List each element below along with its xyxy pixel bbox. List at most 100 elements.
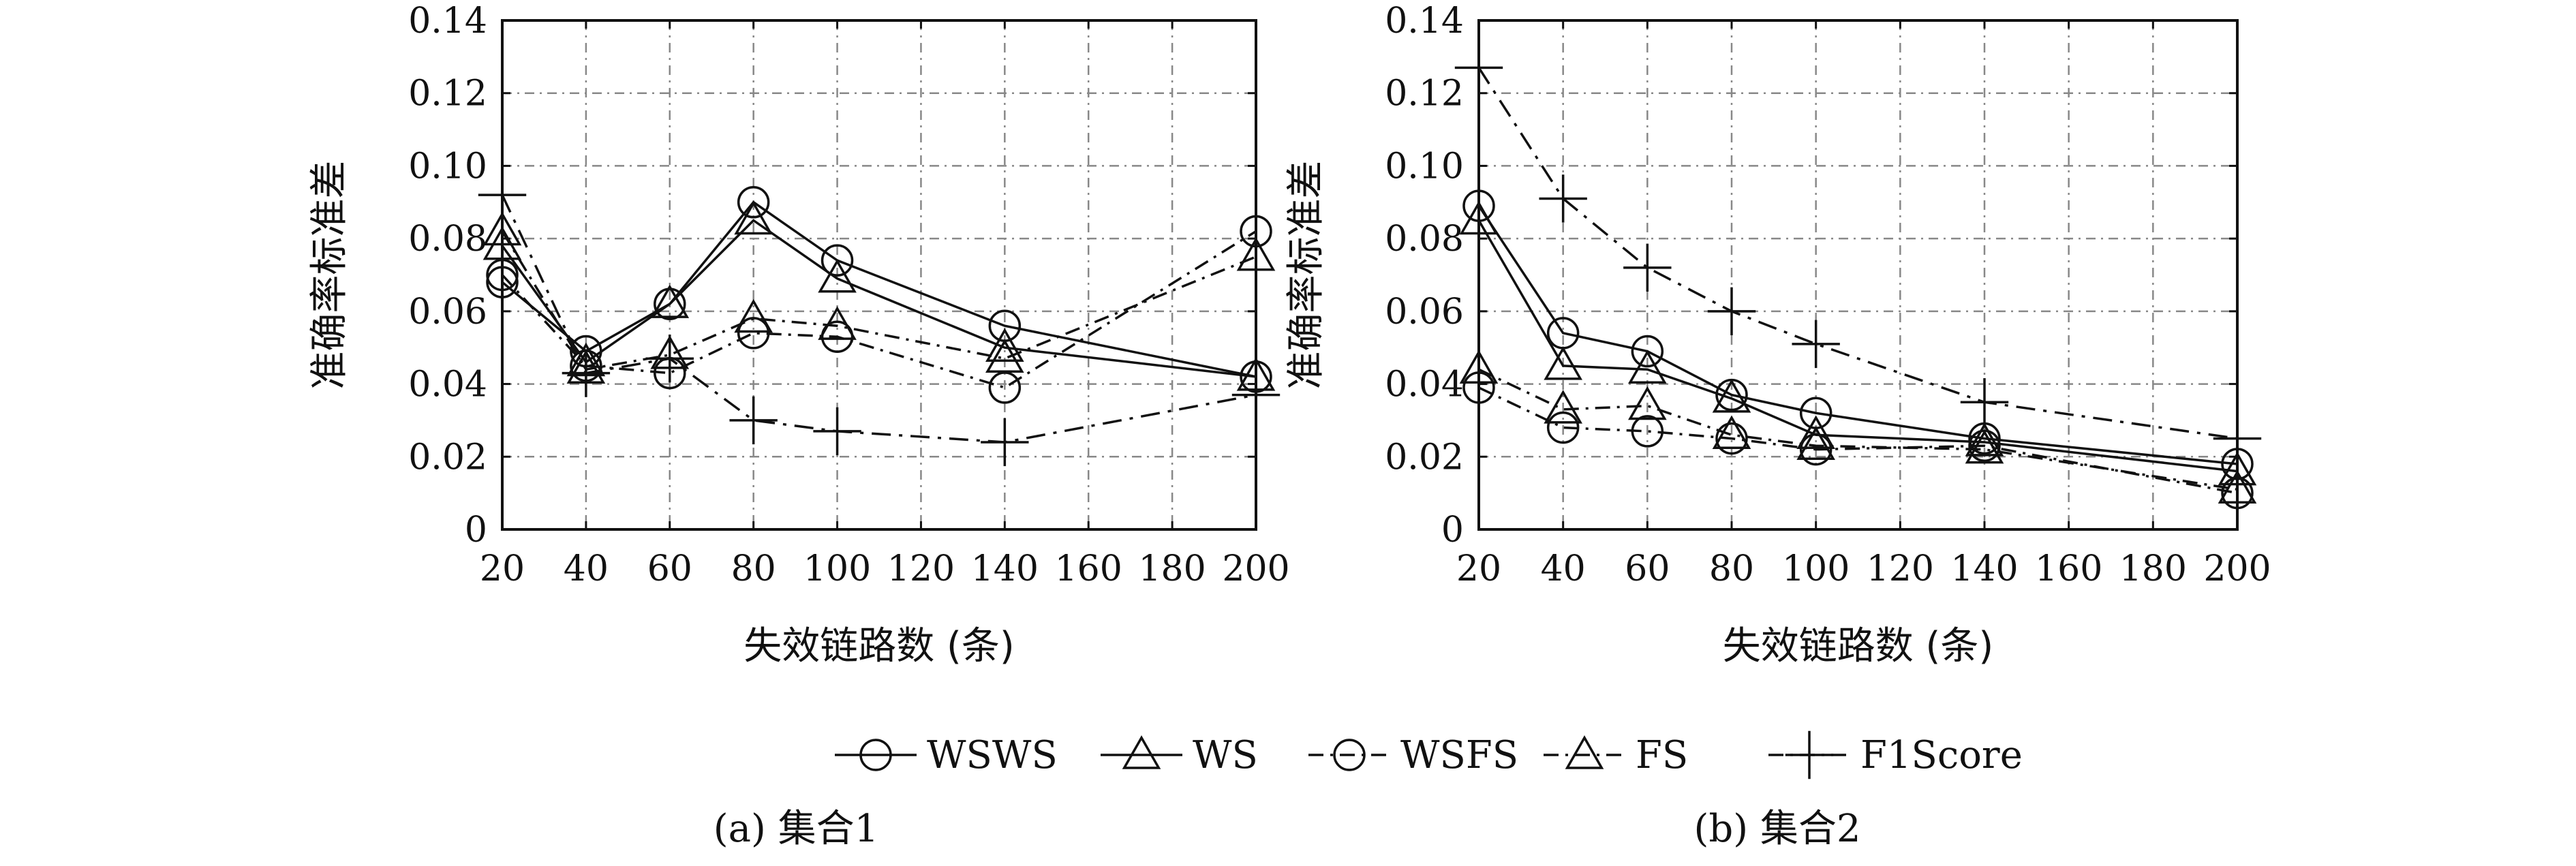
point-wsfs <box>486 258 519 292</box>
y-tick-label: 0.14 <box>408 1 487 42</box>
point-f1score <box>1707 287 1756 336</box>
point-fs <box>1459 350 1499 384</box>
point-wsws <box>1631 335 1664 368</box>
x-tick-label: 100 <box>1782 548 1850 589</box>
x-axis-label: 失效链路数 (条) <box>743 624 1015 668</box>
legend-marker-wsws <box>859 739 892 771</box>
plot-frame <box>1477 19 2239 531</box>
series-line-fs <box>1478 368 2238 491</box>
point-wsfs <box>1546 411 1580 444</box>
y-tick-label: 0.14 <box>1385 1 1464 42</box>
x-tick-label: 20 <box>480 548 525 589</box>
point-wsfs <box>1799 433 1833 466</box>
point-f1score <box>981 418 1029 467</box>
point-ws <box>734 200 773 235</box>
x-tick-label: 200 <box>2203 548 2271 589</box>
y-tick-label: 0 <box>465 510 487 551</box>
point-ws <box>650 284 690 318</box>
x-tick-label: 60 <box>1625 548 1670 589</box>
x-tick-label: 120 <box>1867 548 1934 589</box>
point-fs <box>1796 426 1835 461</box>
point-ws <box>1544 346 1582 380</box>
point-fs <box>1965 429 2004 464</box>
legend-label-f1score: F1Score <box>1860 733 2023 777</box>
x-tick-label: 20 <box>1456 548 1501 589</box>
legend-marker-ws <box>1122 735 1161 769</box>
y-tick-label: 0.12 <box>408 74 487 114</box>
x-tick-label: 80 <box>731 548 776 589</box>
y-tick-label: 0.02 <box>1385 437 1464 478</box>
point-ws <box>818 259 857 293</box>
point-wsws <box>486 266 519 298</box>
point-f1score <box>1231 371 1281 419</box>
legend-label-wsfs: WSFS <box>1400 733 1518 777</box>
y-tick-label: 0.08 <box>1385 219 1464 260</box>
point-ws <box>1712 379 1751 413</box>
x-tick-label: 200 <box>1222 548 1289 589</box>
chart-legend: WSWS WS WSFS FS F1Score <box>835 730 2023 779</box>
plot-frame <box>501 19 1257 531</box>
legend-label-wsws: WSWS <box>927 733 1058 777</box>
series-line-wsws <box>1477 205 2238 465</box>
point-fs <box>1712 415 1751 449</box>
point-ws <box>985 328 1024 362</box>
x-tick-label: 160 <box>1055 548 1122 589</box>
y-tick-label: 0.10 <box>1385 146 1464 187</box>
point-wsfs <box>1715 422 1748 455</box>
x-tick-label: 140 <box>1950 548 2018 589</box>
y-tick-label: 0.06 <box>408 292 487 333</box>
point-wsfs <box>2221 476 2254 510</box>
chart-panel-b: 20 40 60 80 100 120 140 160 180 200 0 0.02 0.04 0.06 0… <box>1284 1 2271 668</box>
point-f1score <box>1960 378 2009 427</box>
point-fs <box>482 211 522 246</box>
x-tick-label: 120 <box>887 548 955 589</box>
point-ws <box>1796 415 1835 449</box>
x-axis-label: 失效链路数 (条) <box>1723 624 1994 668</box>
caption-b: (b) 集合2 <box>1694 807 1861 851</box>
point-f1score <box>1623 243 1672 292</box>
x-tick-label: 40 <box>1541 548 1586 589</box>
point-wsfs <box>1462 371 1495 404</box>
x-tick-label: 140 <box>971 548 1039 589</box>
y-tick-label: 0.08 <box>408 219 487 260</box>
y-tick-label: 0.12 <box>1385 74 1464 114</box>
series-line-wsfs <box>1478 386 2238 495</box>
point-wsfs <box>1631 415 1664 448</box>
point-f1score <box>813 407 861 456</box>
x-tick-label: 180 <box>2119 548 2187 589</box>
point-fs <box>1236 236 1276 271</box>
y-tick-label: 0.10 <box>408 146 487 187</box>
point-fs <box>1628 386 1667 420</box>
point-f1score <box>729 396 778 445</box>
y-tick-label: 0.06 <box>1385 292 1464 333</box>
x-tick-label: 160 <box>2035 548 2102 589</box>
point-f1score <box>1792 320 1840 369</box>
point-fs <box>1544 390 1582 424</box>
x-tick-label: 80 <box>1709 548 1754 589</box>
point-ws <box>1965 422 2004 457</box>
point-fs <box>985 339 1024 373</box>
x-tick-label: 100 <box>803 548 871 589</box>
point-ws <box>2218 451 2257 486</box>
series-line-f1score <box>501 194 1257 444</box>
chart-panel-a: 20 40 60 80 100 120 140 160 180 200 0 0.02 0.04 0.06 0… <box>307 1 1290 668</box>
point-wsws <box>737 186 770 219</box>
legend-label-fs: FS <box>1636 733 1688 777</box>
point-f1score <box>645 335 694 383</box>
point-f1score <box>478 170 527 219</box>
point-fs <box>734 298 773 333</box>
legend-label-ws: WS <box>1193 733 1258 777</box>
y-tick-label: 0.04 <box>1385 365 1464 405</box>
point-f1score <box>1454 44 1503 92</box>
x-tick-label: 60 <box>647 548 692 589</box>
x-tick-label: 40 <box>564 548 609 589</box>
legend-marker-fs <box>1565 735 1604 769</box>
y-axis-label: 准确率标准差 <box>1284 161 1328 390</box>
series-line-wsws <box>501 200 1257 378</box>
y-tick-label: 0 <box>1441 510 1464 551</box>
point-f1score <box>562 349 611 397</box>
series-line-f1score <box>1477 67 2238 440</box>
point-f1score <box>2213 414 2262 463</box>
x-tick-label: 180 <box>1138 548 1206 589</box>
